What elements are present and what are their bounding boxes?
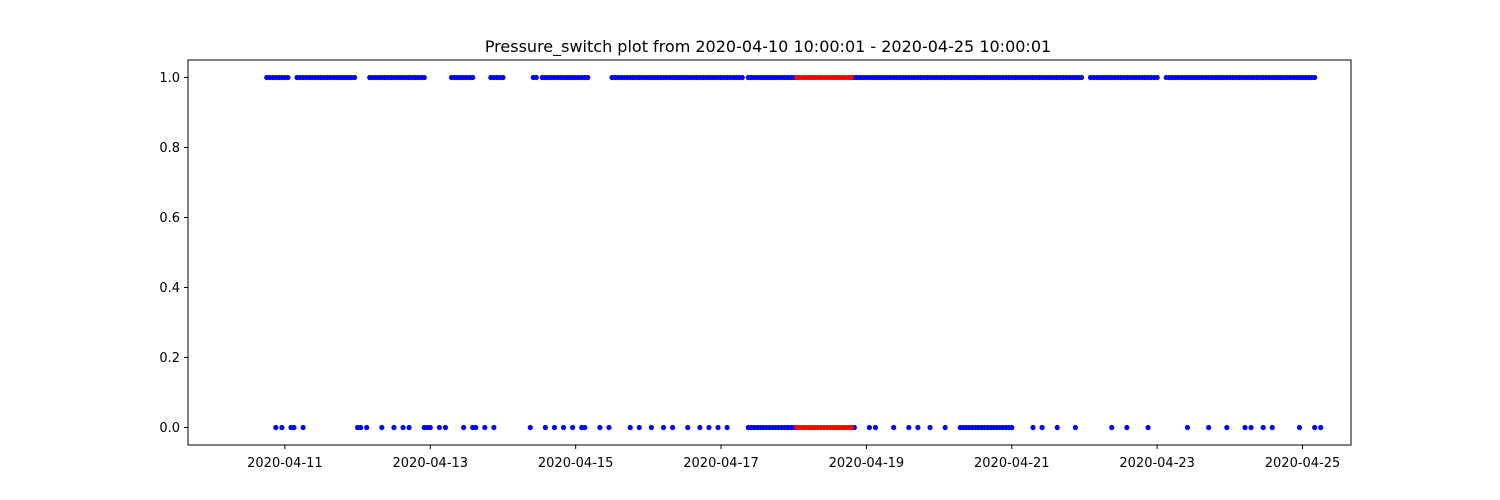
data-point (300, 424, 306, 431)
data-point (685, 424, 691, 431)
data-point (891, 424, 897, 431)
series-0 (264, 74, 1318, 81)
chart-marks (264, 74, 1324, 431)
chart-title: Pressure_switch plot from 2020-04-10 10:… (485, 37, 1051, 57)
data-point (1039, 424, 1045, 431)
data-point (442, 424, 449, 431)
x-tick-label: 2020-04-25 (1265, 456, 1341, 471)
data-point (1260, 424, 1266, 431)
data-point (1009, 424, 1015, 431)
data-point (706, 424, 712, 431)
data-point (533, 74, 539, 81)
data-point (627, 424, 633, 431)
data-point (1154, 74, 1160, 81)
data-point (1109, 424, 1115, 431)
data-point (1124, 424, 1130, 431)
data-point (582, 424, 588, 431)
x-tick-label: 2020-04-17 (683, 456, 759, 471)
data-point (1030, 424, 1036, 431)
data-point (285, 74, 291, 81)
data-point (542, 424, 548, 431)
data-point (406, 424, 412, 431)
data-point (391, 424, 397, 431)
y-tick-label: 0.2 (159, 351, 180, 366)
x-tick-label: 2020-04-21 (974, 456, 1050, 471)
data-point (606, 424, 612, 431)
data-point (461, 424, 467, 431)
data-point (427, 424, 433, 431)
data-point (724, 424, 730, 431)
data-point (482, 424, 488, 431)
data-point (1248, 424, 1254, 431)
data-point (697, 424, 703, 431)
data-point (585, 74, 591, 81)
data-point (1312, 74, 1318, 81)
data-point (279, 424, 285, 431)
data-point (1206, 424, 1212, 431)
data-point (570, 424, 576, 431)
data-point (866, 424, 873, 431)
data-point (1269, 424, 1275, 431)
data-point (400, 424, 406, 431)
x-tick-label: 2020-04-19 (829, 456, 905, 471)
y-axis: 0.0 0.2 0.4 0.6 0.8 1.0 (159, 71, 188, 436)
data-point (1072, 424, 1078, 431)
data-point (848, 74, 854, 81)
y-tick-label: 0.8 (159, 141, 180, 156)
data-point (1184, 424, 1191, 431)
data-point (421, 74, 427, 81)
data-point (927, 424, 933, 431)
y-tick-label: 0.0 (159, 421, 180, 436)
data-point (942, 424, 948, 431)
x-axis: 2020-04-11 2020-04-13 2020-04-15 2020-04-17… (247, 445, 1340, 471)
data-point (351, 74, 358, 81)
data-point (1312, 424, 1318, 431)
data-point (669, 424, 676, 431)
data-point (1296, 424, 1303, 431)
data-point (473, 424, 479, 431)
x-tick-label: 2020-04-23 (1119, 456, 1195, 471)
data-point (436, 424, 442, 431)
data-point (597, 424, 603, 431)
data-point (872, 424, 879, 431)
data-point (527, 424, 533, 431)
data-point (915, 424, 921, 431)
data-point (1242, 424, 1248, 431)
data-point (660, 424, 667, 431)
data-point (379, 424, 385, 431)
series-2 (273, 424, 1324, 431)
series-3 (794, 424, 854, 431)
series-1 (794, 74, 854, 81)
data-point (1318, 424, 1324, 431)
data-point (739, 74, 745, 81)
data-point (648, 424, 654, 431)
data-point (636, 424, 642, 431)
y-tick-label: 0.4 (159, 281, 180, 296)
data-point (273, 424, 279, 431)
data-point (551, 424, 558, 431)
data-point (291, 424, 297, 431)
y-tick-label: 1.0 (159, 71, 180, 86)
data-point (364, 424, 370, 431)
data-point (560, 424, 567, 431)
x-tick-label: 2020-04-15 (538, 456, 614, 471)
data-point (848, 424, 854, 431)
x-tick-label: 2020-04-13 (393, 456, 469, 471)
data-point (1054, 424, 1060, 431)
data-point (358, 424, 364, 431)
data-point (500, 74, 506, 81)
data-point (1145, 424, 1151, 431)
data-point (1224, 424, 1230, 431)
data-point (470, 74, 476, 81)
data-point (1078, 74, 1085, 81)
data-point (906, 424, 912, 431)
data-point (491, 424, 497, 431)
x-tick-label: 2020-04-11 (247, 456, 323, 471)
data-point (715, 424, 721, 431)
plot-area (187, 59, 1352, 446)
y-tick-label: 0.6 (159, 211, 180, 226)
